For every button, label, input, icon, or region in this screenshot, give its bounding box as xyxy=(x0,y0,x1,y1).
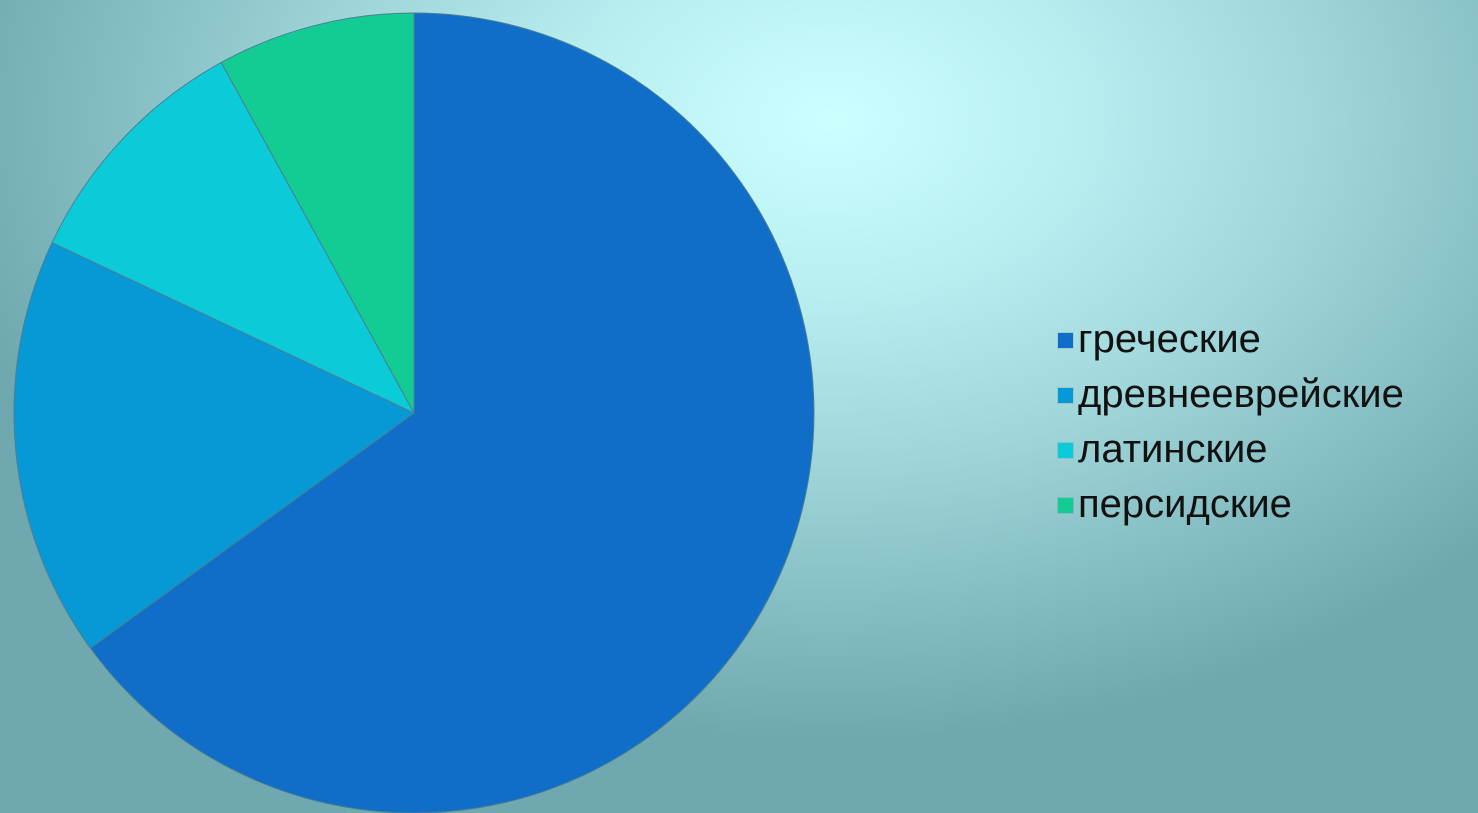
pie-slice-0 xyxy=(89,12,815,813)
legend-label-3: персидские xyxy=(1078,481,1292,526)
pie-slices xyxy=(13,12,815,813)
legend-swatch-0 xyxy=(1058,332,1073,348)
pie-slice-2 xyxy=(51,61,415,414)
legend-swatch-3 xyxy=(1058,497,1073,513)
legend-swatch-1 xyxy=(1058,387,1073,403)
legend-swatch-2 xyxy=(1058,442,1073,458)
legend-item-3: персидские xyxy=(1058,476,1404,531)
chart-legend: греческие древнееврейские латинские перс… xyxy=(1058,311,1404,531)
legend-item-2: латинские xyxy=(1058,421,1404,476)
legend-label-2: латинские xyxy=(1078,426,1268,471)
legend-label-1: древнееврейские xyxy=(1078,371,1404,416)
pie-slice-3 xyxy=(220,12,415,414)
pie-slice-1 xyxy=(13,242,415,649)
legend-item-0: греческие xyxy=(1058,311,1404,366)
legend-label-0: греческие xyxy=(1078,316,1261,361)
legend-item-1: древнееврейские xyxy=(1058,366,1404,421)
